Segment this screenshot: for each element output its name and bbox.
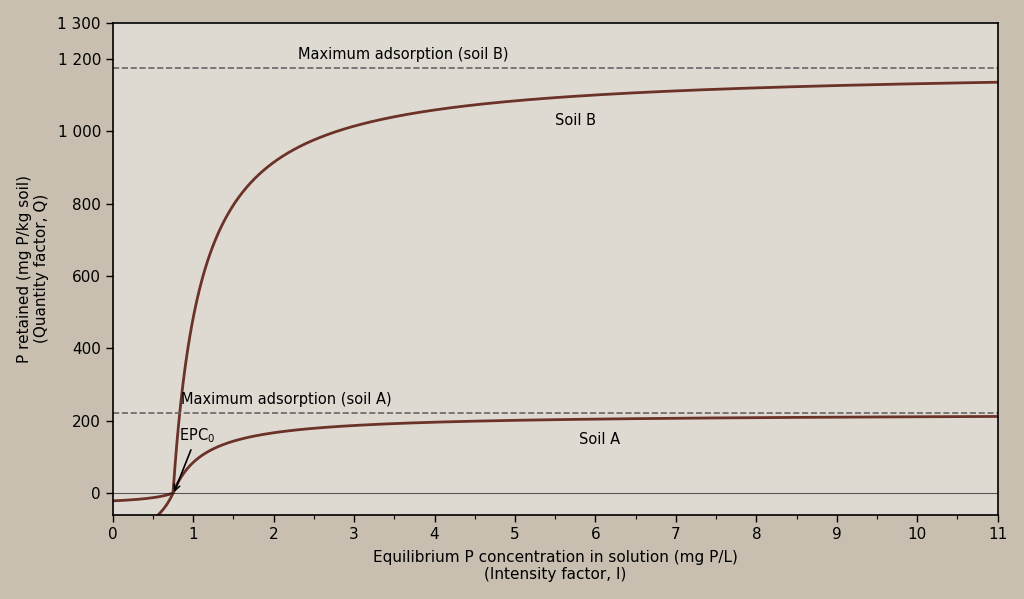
Text: Maximum adsorption (soil A): Maximum adsorption (soil A) xyxy=(181,392,392,407)
Text: Soil A: Soil A xyxy=(580,432,621,447)
X-axis label: Equilibrium P concentration in solution (mg P/L)
(Intensity factor, I): Equilibrium P concentration in solution … xyxy=(373,550,737,582)
Text: EPC$_0$: EPC$_0$ xyxy=(174,426,215,491)
Text: Soil B: Soil B xyxy=(555,113,596,128)
Text: Maximum adsorption (soil B): Maximum adsorption (soil B) xyxy=(298,47,508,62)
Y-axis label: P retained (mg P/kg soil)
(Quantity factor, Q): P retained (mg P/kg soil) (Quantity fact… xyxy=(16,175,49,363)
